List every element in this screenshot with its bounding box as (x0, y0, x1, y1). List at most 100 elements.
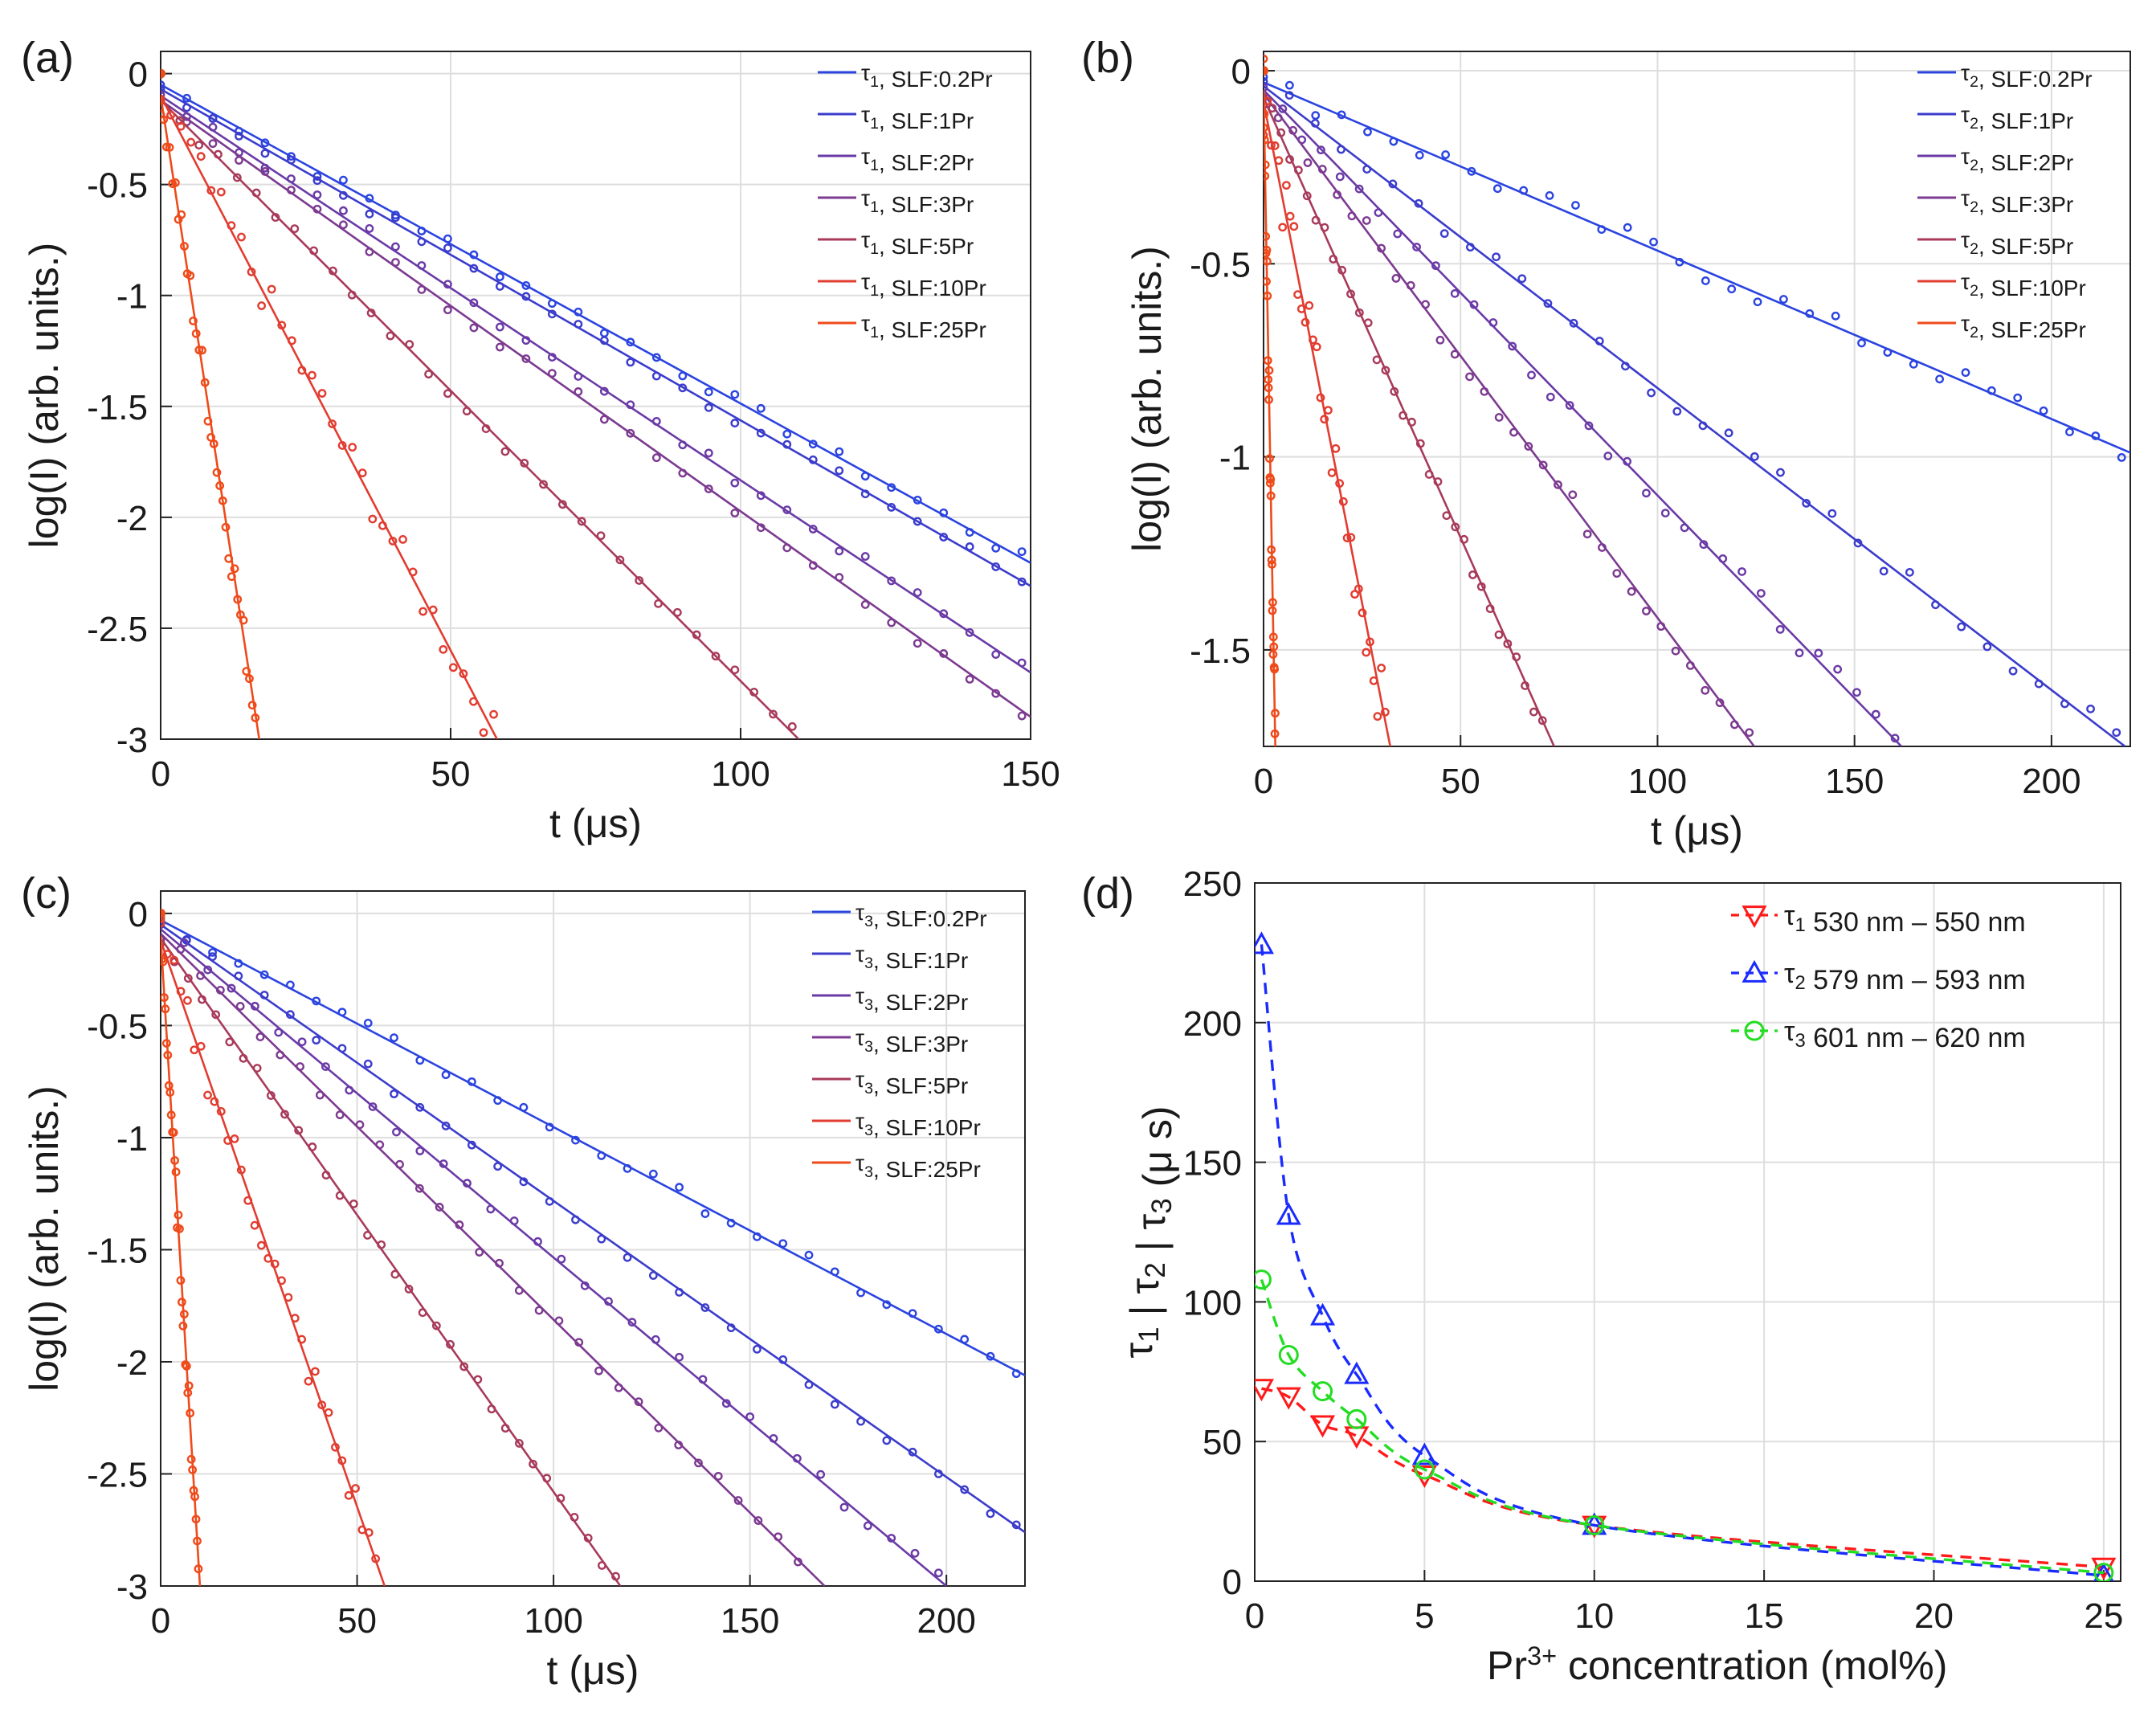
data-point (554, 1316, 564, 1326)
data-point (2034, 679, 2044, 689)
data-point (1337, 265, 1347, 275)
data-point (1412, 243, 1421, 251)
data-point (271, 213, 280, 222)
data-point (250, 1220, 259, 1230)
data-point (991, 562, 1001, 571)
data-point (1660, 509, 1670, 518)
data-point (910, 1548, 920, 1558)
plot-content (161, 908, 1025, 1586)
data-point (615, 555, 625, 565)
plot-content (161, 68, 1031, 739)
data-point (1543, 299, 1553, 309)
data-point (365, 194, 374, 203)
x-tick-label: 100 (1628, 762, 1687, 801)
data-point (178, 1298, 186, 1307)
marker-0 (1309, 1415, 1336, 1438)
data-point (287, 152, 296, 161)
data-point (218, 496, 227, 505)
data-point (310, 1367, 320, 1376)
data-point (1268, 104, 1277, 113)
data-point (1302, 191, 1312, 201)
data-point (215, 985, 225, 995)
data-point (462, 407, 472, 416)
data-point (1270, 141, 1280, 150)
data-point (1268, 560, 1276, 569)
data-point (1517, 274, 1527, 284)
data-point (863, 1521, 872, 1531)
data-point (1267, 141, 1276, 150)
data-point (174, 1210, 183, 1220)
data-point (939, 508, 949, 517)
marker-2 (1584, 1514, 1605, 1535)
data-point (934, 1568, 943, 1578)
data-point (556, 1494, 566, 1503)
data-point (542, 1474, 552, 1483)
y-axis-label: log(I) (arb. units.) (22, 243, 67, 549)
data-point (1795, 648, 1804, 658)
data-point (180, 242, 189, 251)
data-point (521, 292, 531, 301)
data-point (571, 1135, 580, 1145)
data-point (243, 1196, 253, 1205)
data-point (521, 336, 531, 345)
data-point (230, 564, 239, 574)
data-point (808, 525, 818, 533)
data-point (1421, 300, 1430, 309)
data-point (713, 1471, 723, 1481)
data-point (1380, 707, 1390, 717)
data-point (1545, 191, 1554, 200)
legend-label: τ2, SLF:0.2Pr (1961, 60, 2093, 92)
data-point (1267, 545, 1276, 554)
data-point (377, 1240, 386, 1249)
data-point (312, 1036, 321, 1045)
data-point (1494, 413, 1504, 422)
data-point (651, 453, 661, 463)
data-point (794, 1557, 802, 1567)
data-point (186, 137, 196, 147)
data-point (1488, 318, 1498, 327)
panel-label: (b) (1081, 34, 1134, 82)
data-point (257, 1241, 266, 1250)
data-point (733, 1496, 743, 1505)
data-point (1264, 231, 1271, 241)
data-point (521, 281, 531, 290)
data-point (704, 484, 713, 493)
data-point (196, 971, 205, 980)
data-point (469, 697, 478, 706)
data-point (1467, 166, 1476, 176)
y-axis-label: τ1 | τ2 | τ3 (μ s) (1116, 1106, 1180, 1358)
data-point (329, 266, 337, 276)
data-point (782, 505, 792, 515)
data-point (648, 1271, 658, 1280)
marker-1 (1255, 931, 1275, 954)
data-point (287, 336, 296, 345)
plot-area (161, 51, 1031, 739)
data-point (161, 1004, 170, 1014)
data-point (1011, 1369, 1021, 1379)
data-point (1527, 370, 1536, 380)
data-point (1699, 540, 1709, 550)
data-point (227, 572, 236, 582)
data-point (390, 1269, 400, 1279)
data-point (1597, 225, 1607, 235)
data-point (519, 1102, 529, 1112)
data-point (1327, 468, 1337, 477)
data-point (1337, 110, 1346, 120)
data-point (1529, 707, 1538, 717)
y-tick-label: 0 (129, 895, 148, 934)
data-point (308, 1142, 317, 1151)
x-tick-label: 0 (1245, 1596, 1264, 1636)
data-point (459, 669, 468, 678)
data-point (623, 1163, 632, 1173)
data-point (363, 1019, 373, 1028)
data-point (965, 674, 974, 684)
marker-0 (2091, 1557, 2117, 1580)
data-point (1358, 608, 1367, 618)
data-point (1274, 156, 1284, 166)
data-point (1718, 554, 1728, 563)
data-point (1264, 366, 1274, 375)
data-point (163, 1050, 173, 1060)
data-point (545, 1196, 554, 1206)
data-point (493, 1096, 503, 1106)
data-point (594, 1366, 603, 1375)
